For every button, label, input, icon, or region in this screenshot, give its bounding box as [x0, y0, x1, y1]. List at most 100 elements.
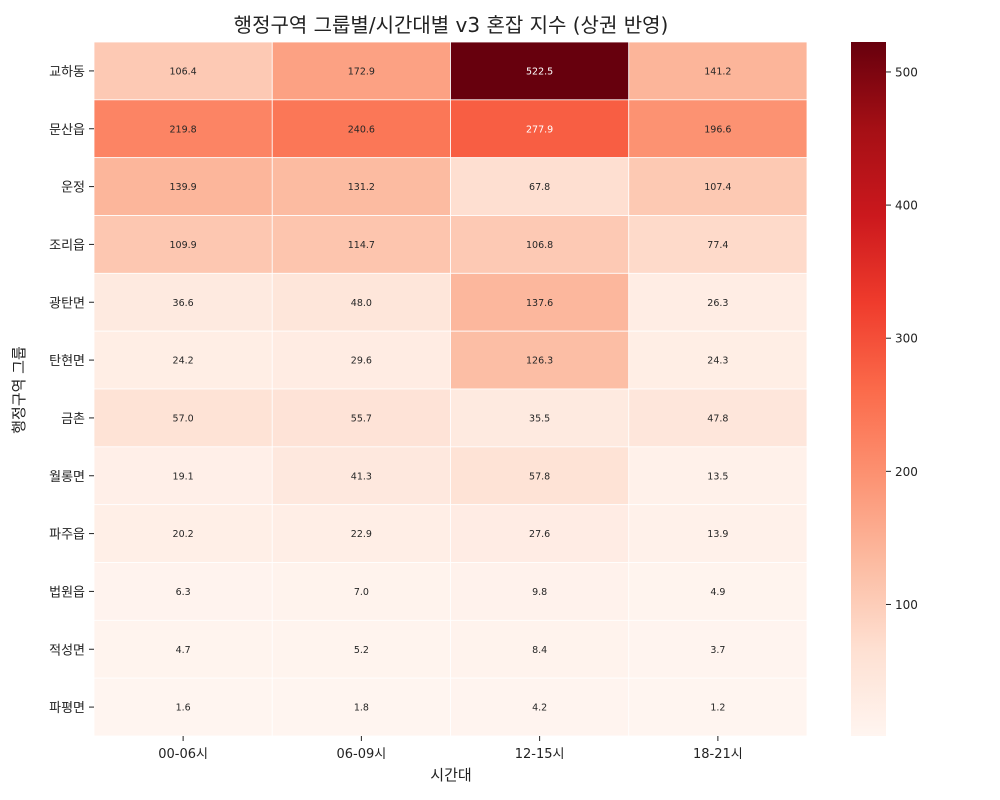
cell-value-label: 7.0 — [354, 587, 369, 598]
colorbar-tick-label: 500 — [895, 65, 918, 79]
y-tick-label: 월롱면 — [49, 470, 85, 485]
y-tick-label: 조리읍 — [49, 238, 85, 253]
heatmap-cell — [628, 677, 808, 737]
colorbar-tick-label: 100 — [895, 598, 918, 612]
cell-value-label: 3.7 — [710, 645, 725, 656]
heatmap-cell — [628, 330, 808, 390]
heatmap-cell — [271, 157, 451, 216]
cell-value-label: 24.3 — [707, 356, 728, 367]
heatmap-cell — [93, 388, 273, 448]
colorbar: 100 200 300 400 500 — [851, 42, 918, 736]
heatmap-cell — [450, 619, 630, 679]
cell-value-label: 106.8 — [526, 240, 553, 251]
colorbar-tick-label: 300 — [895, 332, 918, 346]
cell-value-label: 9.8 — [532, 587, 547, 598]
cell-value-label: 29.6 — [351, 356, 372, 367]
y-tick-label: 탄현면 — [49, 354, 85, 369]
chart-title: 행정구역 그룹별/시간대별 v3 혼잡 지수 (상권 반영) — [234, 13, 669, 37]
x-tick-label: 12-15시 — [515, 747, 565, 762]
y-tick-label: 법원읍 — [49, 585, 85, 600]
heatmap-cell — [628, 562, 808, 621]
heatmap-cell — [450, 446, 630, 506]
heatmap-cell — [93, 562, 273, 621]
heatmap-cell — [628, 41, 808, 101]
heatmap-cell — [93, 446, 273, 506]
cell-value-label: 36.6 — [173, 298, 194, 309]
heatmap-cell — [93, 330, 273, 390]
cell-value-label: 1.2 — [710, 703, 725, 714]
cell-value-label: 114.7 — [348, 240, 375, 251]
heatmap-cell — [450, 504, 630, 563]
cell-value-label: 240.6 — [348, 124, 375, 135]
cell-value-label: 55.7 — [351, 413, 372, 424]
cell-value-label: 22.9 — [351, 529, 372, 540]
cell-value-label: 4.9 — [710, 587, 725, 598]
heatmap-cell — [271, 677, 451, 737]
heatmap-cell — [628, 504, 808, 563]
heatmap-cells: 106.4 172.9 522.5 141.2 219.8 240.6 277.9 196.6… — [93, 41, 808, 737]
heatmap-cell — [450, 677, 630, 737]
cell-value-label: 131.2 — [348, 182, 375, 193]
heatmap-cell — [450, 215, 630, 274]
cell-value-label: 35.5 — [529, 413, 550, 424]
colorbar-tick-label: 200 — [895, 465, 918, 479]
x-tick-label: 00-06시 — [158, 747, 208, 762]
heatmap-cell — [628, 215, 808, 274]
cell-value-label: 48.0 — [351, 298, 372, 309]
y-tick-label: 파주읍 — [49, 528, 85, 543]
heatmap-cell — [450, 41, 630, 101]
heatmap-cell — [271, 41, 451, 101]
cell-value-label: 57.8 — [529, 471, 550, 482]
heatmap-cell — [628, 157, 808, 216]
y-axis-label: 행정구역 그룹 — [10, 346, 28, 434]
cell-value-label: 24.2 — [173, 356, 194, 367]
heatmap-cell — [450, 272, 630, 332]
cell-value-label: 13.5 — [707, 471, 728, 482]
cell-value-label: 20.2 — [173, 529, 194, 540]
cell-value-label: 4.7 — [176, 645, 191, 656]
cell-value-label: 137.6 — [526, 298, 553, 309]
cell-value-label: 6.3 — [176, 587, 191, 598]
y-tick-label: 파평면 — [49, 701, 85, 716]
colorbar-tick-label: 400 — [895, 199, 918, 213]
heatmap-cell — [450, 562, 630, 621]
heatmap-cell — [271, 215, 451, 274]
cell-value-label: 277.9 — [526, 124, 553, 135]
cell-value-label: 196.6 — [704, 124, 731, 135]
heatmap-cell — [271, 562, 451, 621]
heatmap-cell — [93, 272, 273, 332]
y-tick-label: 광탄면 — [49, 296, 85, 311]
cell-value-label: 172.9 — [348, 66, 375, 77]
cell-value-label: 13.9 — [707, 529, 728, 540]
heatmap-cell — [450, 388, 630, 448]
x-tick-label: 18-21시 — [693, 747, 743, 762]
y-tick-label: 운정 — [61, 181, 85, 196]
y-tick-label: 교하동 — [49, 65, 85, 80]
heatmap-cell — [628, 619, 808, 679]
x-axis-label: 시간대 — [430, 766, 471, 784]
cell-value-label: 139.9 — [170, 182, 197, 193]
cell-value-label: 109.9 — [170, 240, 197, 251]
heatmap-cell — [93, 41, 273, 101]
heatmap-cell — [93, 215, 273, 274]
cell-value-label: 26.3 — [707, 298, 728, 309]
heatmap-cell — [93, 99, 273, 159]
heatmap-cell — [628, 272, 808, 332]
cell-value-label: 1.8 — [354, 703, 369, 714]
y-tick-label: 적성면 — [49, 643, 85, 658]
cell-value-label: 41.3 — [351, 471, 372, 482]
cell-value-label: 27.6 — [529, 529, 550, 540]
cell-value-label: 107.4 — [704, 182, 731, 193]
heatmap-cell — [450, 330, 630, 390]
cell-value-label: 57.0 — [173, 413, 194, 424]
heatmap-cell — [628, 388, 808, 448]
cell-value-label: 77.4 — [707, 240, 728, 251]
heatmap-cell — [271, 272, 451, 332]
cell-value-label: 1.6 — [176, 703, 191, 714]
heatmap-cell — [271, 330, 451, 390]
colorbar-gradient — [851, 42, 886, 736]
heatmap-cell — [271, 619, 451, 679]
heatmap-cell — [271, 99, 451, 159]
